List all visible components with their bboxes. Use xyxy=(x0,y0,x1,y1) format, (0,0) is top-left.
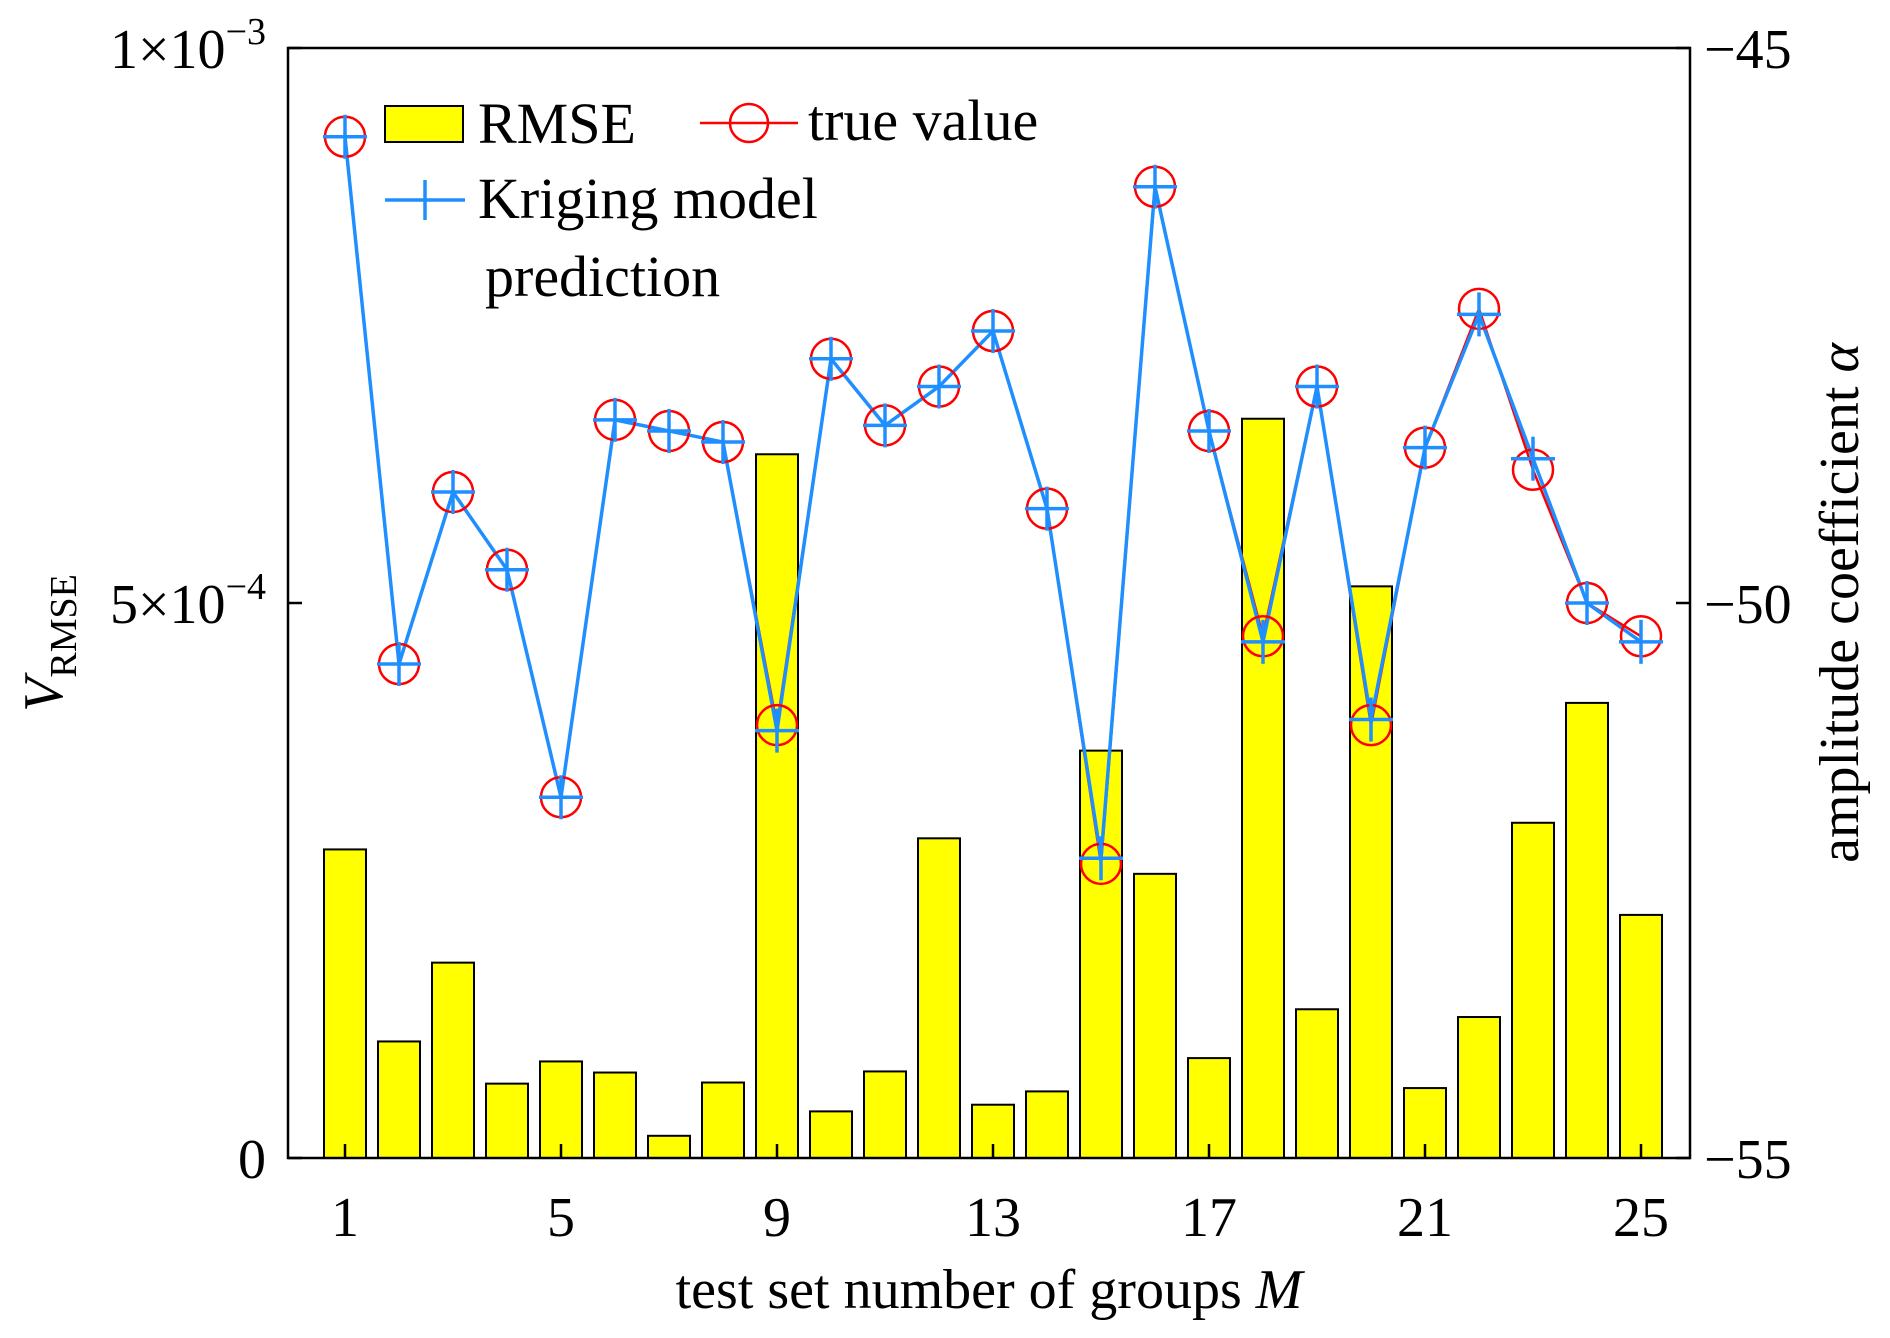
x-axis-title: test set number of groups M xyxy=(676,1259,1306,1321)
kriging-point-16 xyxy=(1133,164,1177,209)
bar-12 xyxy=(917,837,961,1159)
bar-16 xyxy=(1133,872,1177,1160)
kriging-point-4 xyxy=(485,547,529,592)
kriging-point-1 xyxy=(323,114,367,159)
kriging-point-9 xyxy=(755,708,799,753)
kriging-point-14 xyxy=(1025,486,1069,531)
kriging-point-17 xyxy=(1187,408,1231,453)
kriging-point-20 xyxy=(1349,697,1393,742)
axes-layer: 1 5 9 13 17 21 25 0 5×10−4 1×10−3 −55 −50 −45 test se… xyxy=(13,11,1871,1321)
right-axis-title: amplitude coefficient α xyxy=(1809,342,1871,863)
kriging-point-18 xyxy=(1241,619,1285,664)
kriging-point-23 xyxy=(1511,436,1555,481)
bar-10 xyxy=(809,1110,853,1160)
kriging-point-8 xyxy=(701,420,745,465)
x-tick-label-5: 5 xyxy=(547,1187,575,1249)
left-tick-label: 1×10−3 xyxy=(110,11,266,81)
left-axis-title: VRMSE xyxy=(13,574,85,712)
bar-14 xyxy=(1025,1090,1069,1160)
bar-9 xyxy=(755,453,799,1159)
bar-25 xyxy=(1619,913,1663,1159)
kriging-point-19 xyxy=(1295,364,1339,409)
legend-true-label: true value xyxy=(808,88,1038,153)
bar-17 xyxy=(1187,1057,1231,1159)
kriging-point-15 xyxy=(1079,836,1123,881)
x-tick-label-21: 21 xyxy=(1397,1187,1453,1249)
bar-7 xyxy=(647,1134,691,1160)
left-tick-label: 0 xyxy=(238,1129,266,1191)
bar-19 xyxy=(1295,1008,1339,1160)
right-tick-label: −45 xyxy=(1704,19,1792,81)
x-tick-label-9: 9 xyxy=(763,1187,791,1249)
right-tick-label: −50 xyxy=(1704,574,1792,636)
bars-layer xyxy=(323,417,1663,1160)
kriging-point-2 xyxy=(377,642,421,687)
legend-kriging-label-1: Kriging model xyxy=(478,166,818,231)
bar-2 xyxy=(377,1040,421,1159)
kriging-point-13 xyxy=(971,309,1015,354)
x-tick-label-17: 17 xyxy=(1181,1187,1237,1249)
kriging-point-24 xyxy=(1565,581,1609,625)
kriging-point-3 xyxy=(431,470,475,514)
bar-3 xyxy=(431,961,475,1160)
kriging-point-11 xyxy=(863,403,907,448)
bar-22 xyxy=(1457,1016,1501,1160)
right-tick-label: −55 xyxy=(1704,1129,1792,1191)
bar-20 xyxy=(1349,585,1393,1159)
legend: RMSE true value Kriging model prediction xyxy=(384,88,1038,309)
kriging-point-7 xyxy=(647,408,691,453)
x-tick-label-25: 25 xyxy=(1613,1187,1669,1249)
bar-23 xyxy=(1511,821,1555,1160)
kriging-point-25 xyxy=(1619,619,1663,664)
lines-layer xyxy=(323,114,1663,886)
bar-1 xyxy=(323,848,367,1159)
left-tick-label: 5×10−4 xyxy=(110,566,266,636)
legend-rmse-label: RMSE xyxy=(478,91,636,156)
bar-5 xyxy=(539,1060,583,1160)
x-tick-label-1: 1 xyxy=(331,1187,359,1249)
bar-4 xyxy=(485,1082,529,1160)
legend-true-marker xyxy=(728,102,770,144)
kriging-point-6 xyxy=(593,397,637,442)
bar-6 xyxy=(593,1071,637,1160)
bar-24 xyxy=(1565,701,1609,1160)
bar-15 xyxy=(1079,749,1123,1159)
legend-rmse-swatch xyxy=(384,105,464,143)
bar-8 xyxy=(701,1081,745,1160)
x-tick-label-13: 13 xyxy=(965,1187,1021,1249)
kriging-point-5 xyxy=(539,775,583,820)
bar-18 xyxy=(1241,417,1285,1159)
kriging-point-21 xyxy=(1403,425,1447,470)
legend-kriging-label-2: prediction xyxy=(485,244,720,309)
kriging-point-12 xyxy=(917,364,961,409)
bar-11 xyxy=(863,1070,907,1160)
kriging-point-22 xyxy=(1457,292,1501,337)
kriging-point-10 xyxy=(809,336,853,381)
